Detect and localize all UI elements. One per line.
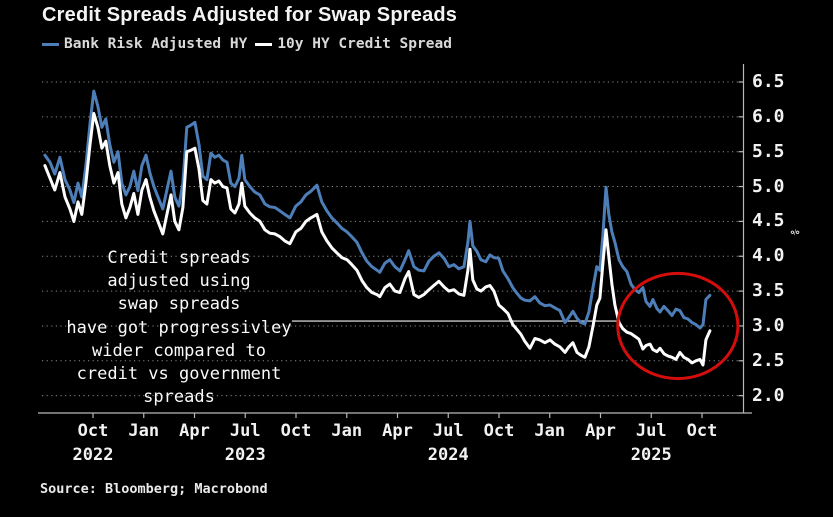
x-axis-month-label: Jan	[331, 421, 363, 441]
legend-label: Bank Risk Adjusted HY	[64, 36, 248, 52]
legend-label: 10y HY Credit Spread	[277, 36, 452, 52]
y-axis-tick-label: 3.0	[752, 314, 785, 336]
y-axis-tick-label: 6.0	[752, 105, 785, 127]
x-axis-month-label: Apr	[382, 421, 413, 441]
y-axis-tick-label: 2.0	[752, 384, 785, 406]
x-axis-month-label: Oct	[77, 421, 109, 441]
x-axis-month-label: Jul	[229, 421, 261, 441]
legend-item: Bank Risk Adjusted HY	[42, 36, 247, 52]
x-axis-month-label: Oct	[483, 421, 515, 441]
y-axis-tick-label: 5.5	[752, 140, 785, 162]
chart-title: Credit Spreads Adjusted for Swap Spreads	[42, 4, 458, 26]
x-axis-month-label: Apr	[179, 421, 210, 441]
x-axis-month-label: Jul	[432, 421, 464, 441]
legend-item: 10y HY Credit Spread	[255, 36, 452, 52]
legend: Bank Risk Adjusted HY 10y HY Credit Sprea…	[42, 36, 452, 52]
x-axis-month-label: Jan	[534, 421, 566, 441]
x-axis-year-label: 2023	[224, 445, 266, 465]
annotation-text: Credit spreads adjusted using swap sprea…	[66, 248, 292, 408]
x-axis-month-label: Oct	[686, 421, 718, 441]
legend-swatch-icon	[42, 42, 59, 46]
y-axis-tick-label: 6.5	[752, 71, 785, 92]
x-axis-month-label: Jul	[635, 421, 667, 441]
legend-swatch-icon	[255, 42, 273, 46]
x-axis-year-label: 2025	[630, 445, 672, 465]
y-axis-tick-label: 2.5	[752, 349, 785, 371]
x-axis-year-label: 2024	[427, 445, 469, 465]
x-axis-month-label: Apr	[585, 421, 616, 441]
y-axis-tick-label: 4.5	[752, 210, 785, 232]
y-axis-tick-label: 5.0	[752, 175, 785, 197]
y-axis-tick-label: 4.0	[752, 245, 785, 267]
highlight-circle	[616, 271, 740, 381]
series-line-10y-hy-credit-spread	[43, 111, 712, 367]
y-axis-tick-label: 3.5	[752, 280, 785, 302]
series-line-bank-risk-adjusted-hy	[43, 89, 712, 330]
source-attribution: Source: Bloomberg; Macrobond	[40, 481, 268, 497]
x-axis-year-label: 2022	[72, 445, 114, 465]
x-axis-month-label: Jan	[128, 421, 160, 441]
x-axis-month-label: Oct	[280, 421, 312, 441]
